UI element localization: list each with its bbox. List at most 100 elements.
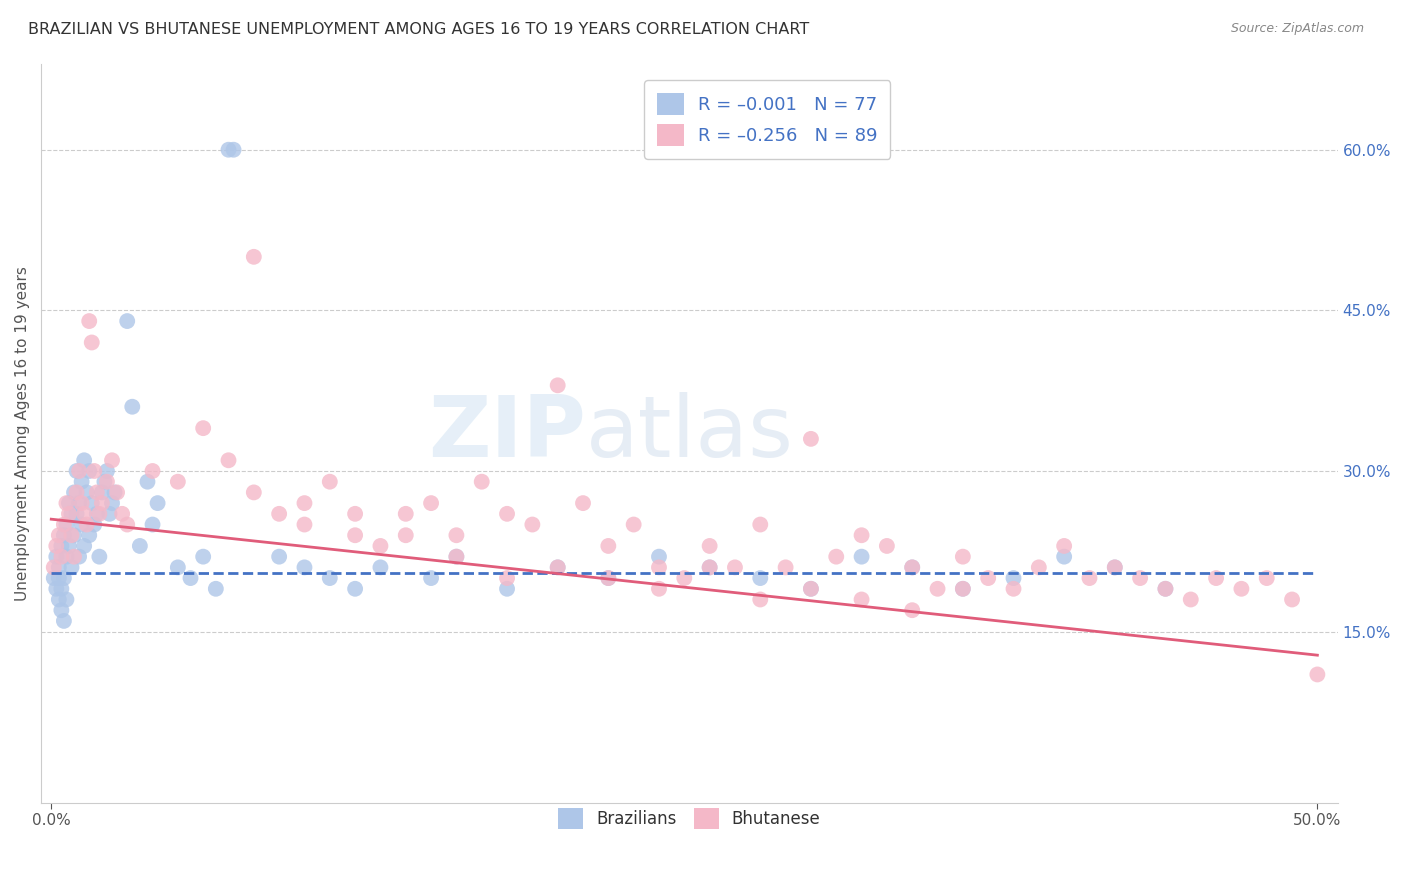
Text: atlas: atlas (586, 392, 793, 475)
Point (89, 549, 111, 564)
Point (60, 507, 83, 521)
Point (648, 560, 671, 574)
Point (73, 453, 96, 467)
Point (70, 475, 93, 489)
Point (60, 560, 83, 574)
Point (851, 549, 873, 564)
Point (115, 314, 138, 328)
Point (58, 496, 80, 510)
Point (1104, 560, 1126, 574)
Point (598, 571, 620, 585)
Point (58, 539, 80, 553)
Point (1230, 582, 1253, 596)
Point (1104, 560, 1126, 574)
Point (420, 571, 443, 585)
Point (166, 475, 188, 489)
Point (243, 485, 266, 500)
Point (76, 485, 98, 500)
Point (90, 496, 112, 510)
Point (103, 485, 125, 500)
Point (180, 571, 202, 585)
Point (51, 603, 73, 617)
Point (146, 496, 169, 510)
Point (52, 614, 75, 628)
Point (927, 582, 949, 596)
Point (294, 560, 316, 574)
Point (141, 464, 163, 478)
Point (90, 485, 112, 500)
Point (80, 335, 103, 350)
Point (294, 517, 316, 532)
Point (952, 582, 974, 596)
Point (547, 378, 569, 392)
Point (60, 528, 83, 542)
Point (67, 496, 90, 510)
Point (269, 549, 291, 564)
Point (222, 143, 245, 157)
Point (76, 517, 98, 532)
Point (395, 507, 418, 521)
Point (115, 517, 138, 532)
Point (699, 560, 721, 574)
Point (52, 571, 75, 585)
Point (55, 549, 77, 564)
Text: ZIP: ZIP (427, 392, 586, 475)
Point (193, 421, 215, 435)
Point (73, 507, 96, 521)
Point (598, 539, 620, 553)
Point (269, 507, 291, 521)
Point (45, 539, 67, 553)
Point (901, 560, 924, 574)
Point (1306, 667, 1329, 681)
Point (80, 496, 103, 510)
Point (370, 539, 392, 553)
Point (205, 582, 228, 596)
Point (67, 549, 90, 564)
Point (55, 592, 77, 607)
Point (851, 592, 873, 607)
Point (901, 603, 924, 617)
Point (83, 517, 105, 532)
Point (70, 517, 93, 532)
Point (1205, 571, 1227, 585)
Point (446, 549, 468, 564)
Point (952, 549, 974, 564)
Point (319, 475, 342, 489)
Point (522, 517, 544, 532)
Point (800, 582, 823, 596)
Point (86, 507, 108, 521)
Point (77, 314, 100, 328)
Point (699, 539, 721, 553)
Point (218, 143, 240, 157)
Point (218, 453, 240, 467)
Point (699, 560, 721, 574)
Point (63, 549, 86, 564)
Point (496, 507, 519, 521)
Point (111, 507, 134, 521)
Point (1256, 571, 1278, 585)
Point (65, 485, 87, 500)
Point (77, 528, 100, 542)
Point (101, 453, 124, 467)
Point (496, 582, 519, 596)
Point (63, 485, 86, 500)
Point (446, 528, 468, 542)
Point (96, 475, 118, 489)
Point (1028, 560, 1050, 574)
Point (1281, 592, 1303, 607)
Point (101, 496, 124, 510)
Point (724, 560, 747, 574)
Point (344, 507, 367, 521)
Point (1002, 582, 1025, 596)
Point (1078, 571, 1101, 585)
Point (319, 571, 342, 585)
Point (48, 571, 70, 585)
Point (1053, 539, 1076, 553)
Point (83, 464, 105, 478)
Point (128, 539, 150, 553)
Point (86, 485, 108, 500)
Point (876, 539, 898, 553)
Point (96, 464, 118, 478)
Point (63, 528, 86, 542)
Point (67, 464, 90, 478)
